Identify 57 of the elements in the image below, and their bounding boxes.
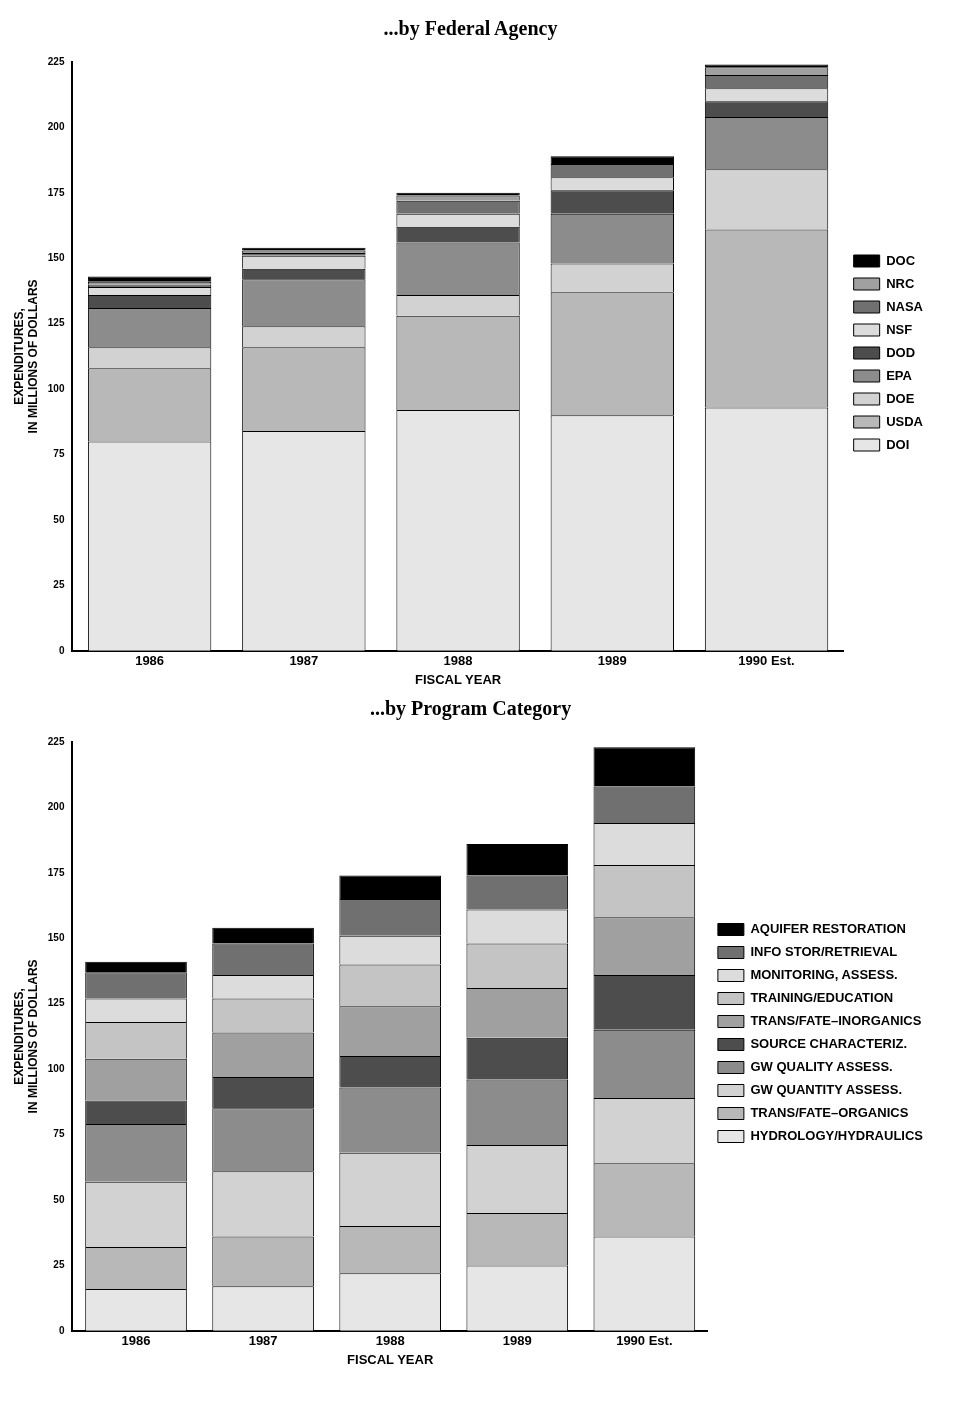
y-tick-label: 0	[58, 644, 65, 656]
y-tick-label: 175	[47, 866, 65, 878]
y-tick-label: 125	[47, 317, 65, 329]
y-tick-label: 125	[47, 997, 65, 1009]
x-tick-label: 1986	[121, 1333, 151, 1349]
y-tick-label: 100	[47, 1062, 65, 1074]
x-tick-label: 1986	[135, 653, 165, 669]
legend-label: SOURCE CHARACTERIZ.	[750, 1036, 908, 1052]
bar	[85, 961, 187, 973]
x-tick-label: 1990 Est.	[738, 653, 795, 669]
legend-label: INFO STOR/RETRIEVAL	[750, 944, 898, 960]
legend-label: MONITORING, ASSESS.	[750, 967, 898, 983]
y-tick-label: 175	[47, 186, 65, 198]
x-axis-title: FISCAL YEAR	[414, 671, 502, 687]
bar	[212, 927, 314, 944]
legend-label: TRANS/FATE–ORGANICS	[750, 1105, 909, 1121]
y-tick-label: 225	[47, 55, 65, 67]
x-tick-label: 1988	[375, 1333, 405, 1349]
chart-title: ...by Program Category	[369, 697, 572, 721]
y-tick-label: 75	[53, 448, 65, 460]
legend-label: EPA	[886, 367, 913, 383]
y-tick-label: 100	[47, 382, 65, 394]
legend-label: GW QUALITY ASSESS.	[750, 1059, 893, 1075]
y-tick-label: 50	[53, 1193, 65, 1205]
x-tick-label: 1989	[597, 653, 627, 669]
x-tick-label: 1987	[289, 653, 319, 669]
y-tick-label: 0	[58, 1324, 65, 1336]
y-tick-label: 225	[47, 735, 65, 747]
y-tick-label: 200	[47, 801, 65, 813]
legend-label: NSF	[886, 321, 913, 337]
y-axis-title: EXPENDITURES, IN MILLIONS OF DOLLARS	[11, 959, 40, 1114]
legend-label: USDA	[886, 413, 924, 429]
x-axis-title: FISCAL YEAR	[347, 1351, 434, 1367]
legend-label: DOD	[886, 344, 916, 360]
y-tick-label: 50	[53, 513, 65, 525]
legend-label: NRC	[886, 275, 915, 291]
x-tick-label: 1987	[248, 1333, 278, 1349]
legend-label: GW QUANTITY ASSESS.	[750, 1082, 903, 1098]
x-tick-label: 1990 Est.	[616, 1333, 673, 1349]
legend-label: AQUIFER RESTORATION	[750, 921, 906, 937]
legend-label: DOE	[886, 390, 915, 406]
chart-title: ...by Federal Agency	[383, 17, 558, 41]
legend-label: NASA	[886, 298, 924, 314]
y-axis-title: EXPENDITURES, IN MILLIONS OF DOLLARS	[11, 279, 40, 434]
y-tick-label: 25	[53, 1259, 65, 1271]
legend-label: DOC	[886, 252, 916, 268]
legend-label: TRAINING/EDUCATION	[750, 990, 894, 1006]
legend-label: HYDROLOGY/HYDRAULICS	[750, 1128, 924, 1144]
y-tick-label: 25	[53, 579, 65, 591]
legend-label: TRANS/FATE–INORGANICS	[750, 1013, 922, 1029]
x-tick-label: 1988	[443, 653, 473, 669]
y-tick-label: 150	[47, 932, 65, 944]
y-tick-label: 150	[47, 252, 65, 264]
legend-label: DOI	[886, 436, 910, 452]
y-tick-label: 75	[53, 1128, 65, 1140]
x-tick-label: 1989	[502, 1333, 532, 1349]
y-tick-label: 200	[47, 121, 65, 133]
